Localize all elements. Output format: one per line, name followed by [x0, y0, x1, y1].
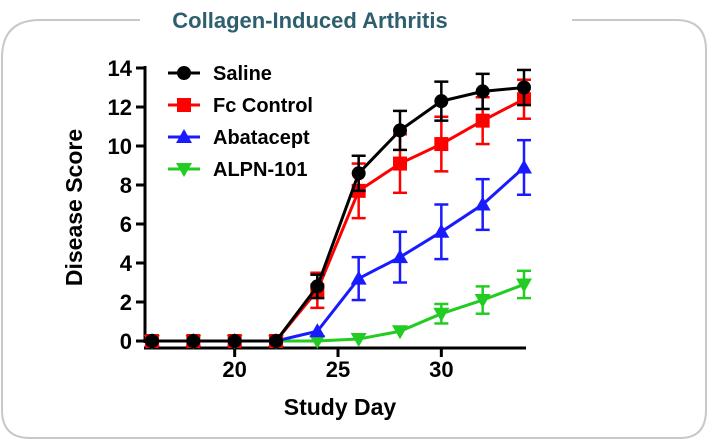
data-point	[145, 334, 159, 348]
data-point	[351, 166, 366, 181]
data-point	[475, 84, 490, 99]
data-point	[186, 334, 201, 348]
x-tick-label: 20	[222, 357, 246, 382]
legend-item-abatacept: Abatacept	[168, 127, 310, 149]
data-point	[393, 123, 407, 138]
x-tick-label: 30	[429, 357, 453, 382]
data-point	[309, 323, 326, 338]
data-point	[227, 334, 242, 348]
x-axis-label: Study Day	[284, 394, 397, 420]
legend-label: Fc Control	[213, 95, 313, 117]
legend-marker	[177, 98, 191, 112]
data-point	[474, 196, 491, 211]
data-point	[474, 294, 491, 309]
y-tick-label: 10	[108, 134, 132, 159]
y-tick-label: 14	[108, 56, 133, 81]
data-point	[433, 307, 450, 322]
data-point	[475, 113, 490, 128]
y-tick-label: 4	[120, 251, 133, 276]
y-tick-label: 8	[120, 173, 132, 198]
data-point	[434, 137, 449, 152]
series-line	[152, 86, 525, 343]
data-point	[310, 279, 325, 294]
data-point	[517, 80, 531, 95]
series-fc-control	[145, 78, 531, 348]
y-tick-label: 6	[120, 212, 132, 237]
data-point	[434, 94, 449, 109]
data-point	[392, 249, 408, 264]
series-line	[152, 166, 526, 343]
data-point	[433, 223, 450, 238]
legend-marker	[177, 66, 191, 80]
y-axis-label: Disease Score	[61, 129, 87, 286]
y-tick-label: 0	[120, 329, 132, 354]
legend-label: Saline	[213, 63, 272, 85]
legend-item-alpn-101: ALPN-101	[168, 159, 307, 181]
legend-item-saline: Saline	[168, 63, 272, 85]
data-point	[350, 333, 367, 348]
legend-label: Abatacept	[213, 127, 310, 149]
chart-title: Collagen-Induced Arthritis	[172, 8, 448, 33]
legend-marker	[176, 129, 192, 143]
data-point	[309, 335, 326, 349]
data-point	[393, 156, 407, 171]
data-point	[392, 325, 408, 340]
data-point	[516, 159, 532, 174]
legend-item-fc-control: Fc Control	[168, 95, 313, 117]
y-tick-label: 2	[120, 290, 132, 315]
series-alpn-101	[144, 269, 532, 349]
series-line	[152, 283, 525, 343]
y-tick-label: 12	[108, 95, 132, 120]
data-point	[516, 278, 532, 293]
data-point	[350, 270, 367, 285]
data-point	[269, 334, 283, 348]
legend-label: ALPN-101	[213, 159, 307, 181]
x-tick-label: 25	[326, 357, 350, 382]
legend-marker	[176, 163, 192, 177]
series-saline	[145, 68, 531, 348]
